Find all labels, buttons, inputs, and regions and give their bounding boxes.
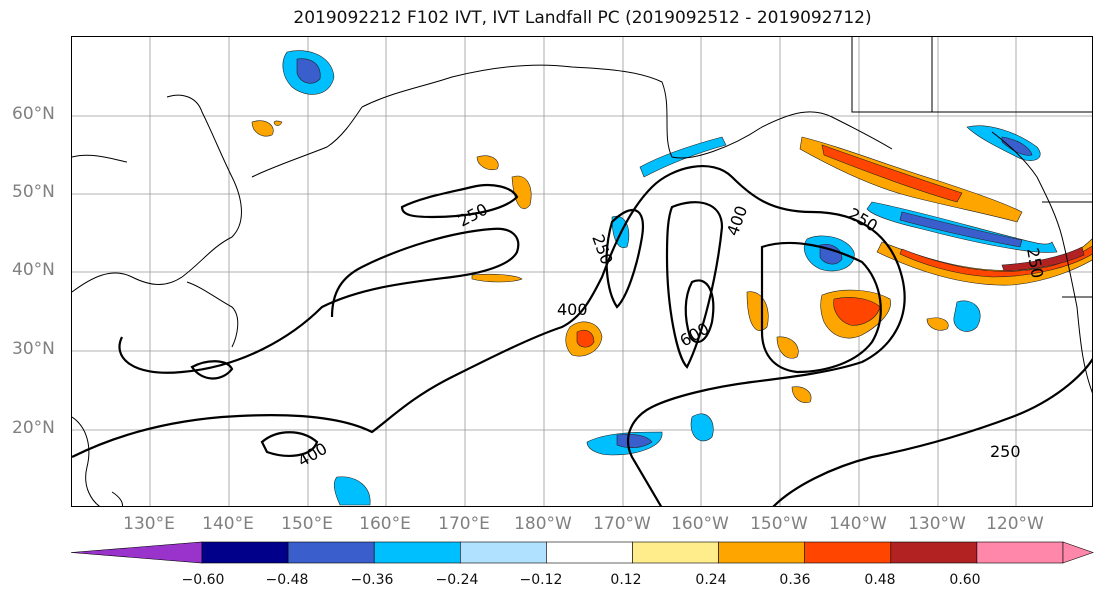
- colorbar-bin: [718, 541, 805, 564]
- lon-label: 130°E: [123, 514, 175, 534]
- map-title: 2019092212 F102 IVT, IVT Landfall PC (20…: [293, 8, 872, 28]
- colorbar-bin: [459, 541, 547, 564]
- contour-label: 600: [677, 319, 713, 351]
- colorbar-extend-left: [70, 541, 203, 564]
- lon-label: 140°E: [202, 514, 254, 534]
- contour-label: 250: [588, 232, 616, 267]
- lon-label: 120°W: [986, 514, 1044, 534]
- lon-label: 160°E: [359, 514, 411, 534]
- lat-label: 30°N: [12, 339, 55, 359]
- colorbar-tick-label: 0.12: [610, 572, 642, 588]
- colorbar-bin: [632, 541, 719, 564]
- colorbar-tick-label: −0.48: [265, 572, 309, 588]
- colorbar: [70, 541, 1094, 564]
- lon-label: 150°W: [750, 514, 808, 534]
- lon-label: 170°W: [593, 514, 651, 534]
- lat-label: 60°N: [12, 104, 55, 124]
- lat-label: 50°N: [12, 182, 55, 202]
- lon-label: 150°E: [281, 514, 333, 534]
- colorbar-tick-label: 0.60: [949, 572, 981, 588]
- ivt-contours: [72, 165, 1092, 506]
- colorbar-bin: [804, 541, 892, 564]
- lon-label: 180°W: [514, 514, 572, 534]
- colorbar-tick-label: 0.36: [779, 572, 811, 588]
- lon-label: 170°E: [438, 514, 490, 534]
- colorbar-tick-label: −0.36: [350, 572, 394, 588]
- colorbar-tick-label: −0.24: [435, 572, 479, 588]
- colorbar-bin: [546, 541, 633, 564]
- coastlines: [72, 37, 1092, 506]
- lon-label: 140°W: [829, 514, 887, 534]
- contour-label: 250: [455, 199, 491, 230]
- lat-label: 40°N: [12, 260, 55, 280]
- lon-label: 130°W: [908, 514, 966, 534]
- colorbar-bin: [373, 541, 461, 564]
- map-canvas: 250 250 400 600 400 250 250 400 250: [72, 37, 1092, 506]
- colorbar-extend-right: [1062, 541, 1094, 564]
- map-panel: 250 250 400 600 400 250 250 400 250: [71, 36, 1093, 507]
- colorbar-tick-label: −0.60: [181, 572, 225, 588]
- colorbar-tick-label: 0.24: [695, 572, 727, 588]
- contour-label: 250: [990, 442, 1021, 461]
- colorbar-tick-label: 0.48: [864, 572, 896, 588]
- colorbar-bin: [287, 541, 375, 564]
- colorbar-bin: [890, 541, 978, 564]
- lon-label: 160°W: [671, 514, 729, 534]
- lat-label: 20°N: [12, 418, 55, 438]
- contour-label: 400: [295, 439, 331, 471]
- shaded-ivt-anomalies: [251, 50, 1092, 506]
- colorbar-tick-label: −0.12: [519, 572, 563, 588]
- contour-label: 400: [723, 203, 751, 238]
- contour-label: 400: [557, 300, 588, 319]
- colorbar-bin: [976, 541, 1064, 564]
- colorbar-bin: [201, 541, 289, 564]
